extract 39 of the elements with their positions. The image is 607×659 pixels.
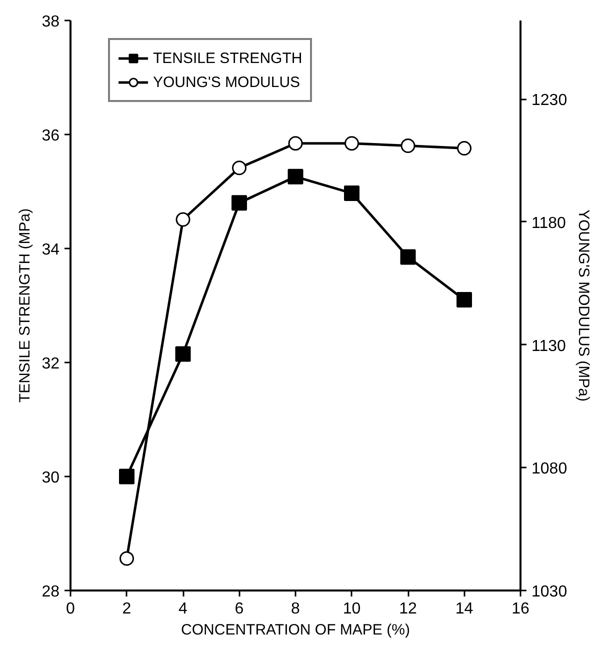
y2-tick-label: 1080 <box>532 460 568 478</box>
y-tick-label: 38 <box>42 14 60 30</box>
legend-label: YOUNG'S MODULUS <box>153 74 300 90</box>
point <box>344 185 360 201</box>
y2-tick-label: 1030 <box>532 584 568 600</box>
x-tick-label: 12 <box>399 600 417 618</box>
y-axis-title: TENSILE STRENGTH (MPa) <box>16 208 34 403</box>
point <box>457 141 472 156</box>
x-tick-label: 0 <box>66 600 76 618</box>
point <box>344 136 359 151</box>
point <box>400 138 416 154</box>
x-tick-label: 8 <box>291 600 300 618</box>
y-tick-label: 36 <box>42 128 60 144</box>
point <box>175 346 191 362</box>
x-tick-label: 6 <box>234 600 244 618</box>
y2-axis-title: YOUNG'S MODULUS (MPa) <box>575 209 592 402</box>
point <box>288 168 304 184</box>
point <box>232 160 246 176</box>
x-tick-label: 14 <box>455 600 474 618</box>
y2-tick-label: 1230 <box>532 92 568 110</box>
point <box>232 195 247 211</box>
legend-label: TENSILE STRENGTH <box>153 50 302 66</box>
point <box>119 468 134 484</box>
y2-tick-label: 1130 <box>532 338 566 355</box>
x-tick-label: 2 <box>122 600 132 618</box>
y-tick-label: 34 <box>42 242 60 258</box>
x-tick-label: 4 <box>178 600 188 618</box>
y-tick-label: 30 <box>42 470 60 486</box>
point <box>288 136 303 151</box>
y-tick-label: 32 <box>42 356 60 372</box>
point <box>176 212 190 227</box>
point <box>400 249 416 265</box>
x-tick-label: 10 <box>342 600 361 618</box>
point <box>456 292 472 308</box>
y2-tick-label: 1180 <box>532 214 566 232</box>
x-axis-title: CONCENTRATION OF MAPE (%) <box>181 622 410 638</box>
x-tick-label: 16 <box>512 600 530 618</box>
y-tick-label: 28 <box>42 584 60 600</box>
point <box>120 551 134 566</box>
